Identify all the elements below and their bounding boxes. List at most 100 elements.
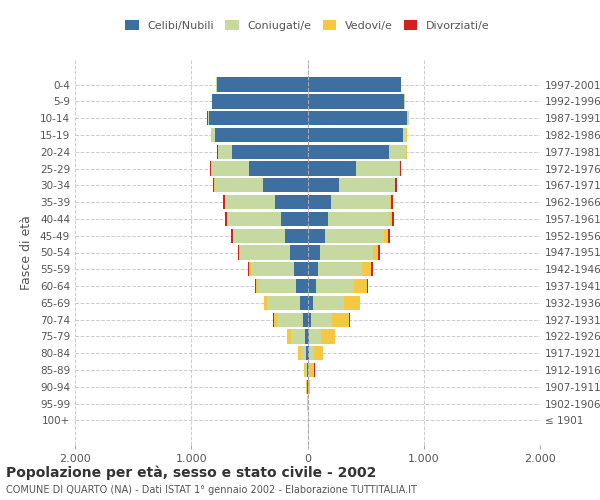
Bar (308, 78, 401, 92)
Bar (321, 330, 335, 344)
Bar (308, 380, 310, 394)
Bar (339, 178, 395, 192)
Bar (362, 262, 371, 276)
Bar (308, 296, 313, 310)
Bar (407, 111, 409, 126)
Bar (211, 162, 250, 175)
Bar (215, 128, 308, 142)
Bar (309, 330, 321, 344)
Bar (367, 279, 368, 293)
Bar (233, 228, 286, 243)
Bar (305, 330, 308, 344)
Bar (238, 246, 239, 260)
Bar (390, 195, 391, 210)
Bar (268, 296, 300, 310)
Bar (274, 312, 278, 327)
Bar (388, 228, 390, 243)
Bar (213, 178, 214, 192)
Bar (308, 330, 309, 344)
Bar (373, 246, 379, 260)
Bar (384, 228, 388, 243)
Bar (218, 144, 232, 159)
Bar (291, 330, 305, 344)
Bar (298, 346, 301, 360)
Bar (225, 195, 275, 210)
Text: COMUNE DI QUARTO (NA) - Dati ISTAT 1° gennaio 2002 - Elaborazione TUTTITALIA.IT: COMUNE DI QUARTO (NA) - Dati ISTAT 1° ge… (6, 485, 417, 495)
Bar (403, 128, 406, 142)
Bar (232, 144, 308, 159)
Bar (305, 363, 307, 377)
Bar (332, 312, 349, 327)
Bar (256, 279, 258, 293)
Bar (248, 262, 250, 276)
Bar (308, 94, 404, 108)
Bar (304, 363, 305, 377)
Bar (225, 212, 227, 226)
Bar (290, 246, 308, 260)
Bar (320, 246, 373, 260)
Bar (308, 111, 407, 126)
Bar (278, 312, 303, 327)
Bar (308, 346, 314, 360)
Bar (313, 296, 344, 310)
Bar (389, 144, 406, 159)
Bar (325, 228, 384, 243)
Bar (215, 178, 263, 192)
Bar (209, 111, 308, 126)
Bar (371, 262, 373, 276)
Bar (316, 279, 354, 293)
Bar (308, 178, 339, 192)
Bar (311, 312, 332, 327)
Bar (308, 128, 403, 142)
Bar (400, 162, 401, 175)
Bar (395, 178, 397, 192)
Bar (308, 162, 356, 175)
Bar (303, 312, 308, 327)
Bar (281, 212, 308, 226)
Bar (379, 246, 380, 260)
Bar (296, 279, 308, 293)
Bar (250, 262, 251, 276)
Bar (301, 346, 307, 360)
Bar (264, 296, 268, 310)
Bar (310, 363, 314, 377)
Legend: Celibi/Nubili, Coniugati/e, Vedovi/e, Divorziati/e: Celibi/Nubili, Coniugati/e, Vedovi/e, Di… (121, 16, 494, 35)
Bar (250, 162, 308, 175)
Bar (308, 279, 316, 293)
Bar (275, 195, 308, 210)
Bar (308, 246, 320, 260)
Bar (227, 212, 281, 226)
Bar (331, 195, 390, 210)
Bar (318, 262, 362, 276)
Bar (210, 162, 211, 175)
Bar (212, 94, 308, 108)
Bar (308, 363, 310, 377)
Bar (328, 212, 390, 226)
Bar (258, 279, 296, 293)
Bar (390, 212, 392, 226)
Bar (287, 330, 291, 344)
Bar (344, 296, 360, 310)
Bar (286, 228, 308, 243)
Bar (307, 346, 308, 360)
Bar (308, 212, 328, 226)
Bar (354, 279, 367, 293)
Y-axis label: Fasce di età: Fasce di età (20, 215, 33, 290)
Bar (263, 178, 308, 192)
Bar (223, 195, 225, 210)
Bar (308, 312, 311, 327)
Bar (314, 346, 323, 360)
Bar (251, 262, 293, 276)
Bar (391, 195, 393, 210)
Bar (231, 228, 233, 243)
Bar (308, 262, 318, 276)
Bar (293, 262, 308, 276)
Bar (308, 195, 331, 210)
Bar (240, 246, 290, 260)
Bar (356, 162, 400, 175)
Bar (308, 228, 325, 243)
Text: Popolazione per età, sesso e stato civile - 2002: Popolazione per età, sesso e stato civil… (6, 465, 376, 479)
Bar (392, 212, 394, 226)
Bar (300, 296, 308, 310)
Bar (217, 78, 308, 92)
